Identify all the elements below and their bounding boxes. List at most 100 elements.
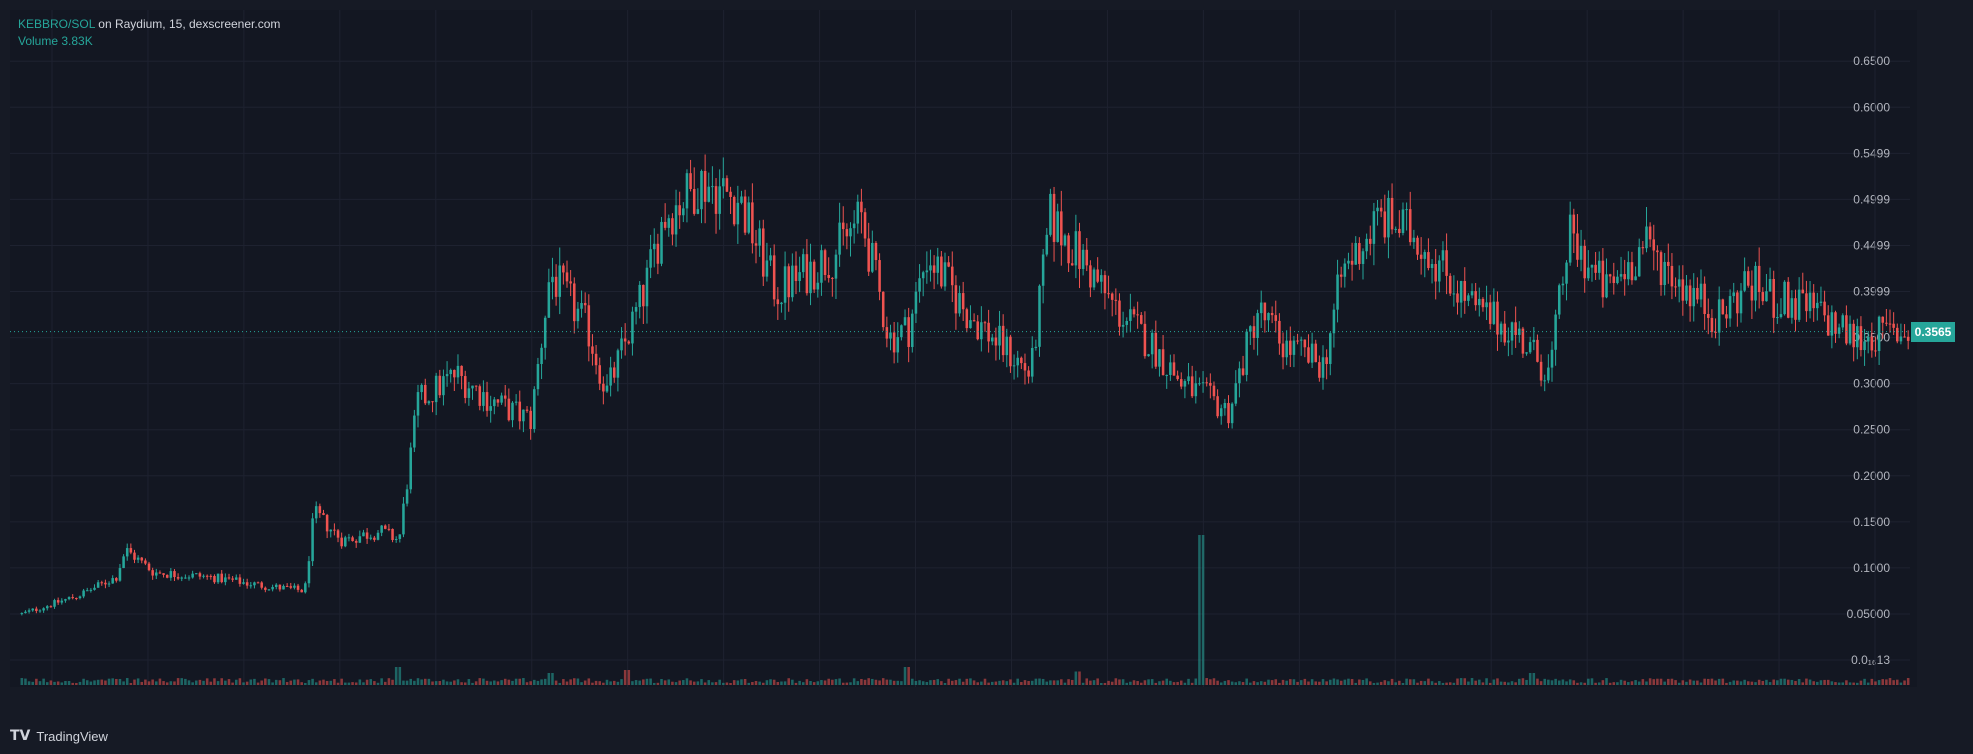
candle-body: [671, 218, 674, 235]
candle-body: [685, 173, 689, 209]
volume-bar: [751, 682, 754, 685]
candle-body: [133, 552, 136, 560]
candle-body: [1045, 234, 1049, 255]
candle-body: [1750, 285, 1754, 301]
candle-body: [940, 256, 943, 287]
volume-bar: [1303, 678, 1307, 685]
volume-bar: [53, 681, 56, 685]
candle-body: [195, 573, 198, 575]
volume-bar: [1561, 679, 1565, 685]
y-tick-label: 0.0₁₆13: [1851, 653, 1890, 667]
candle-body: [1699, 283, 1703, 300]
volume-bar: [667, 679, 671, 685]
volume-bar: [376, 682, 380, 685]
volume-bar: [1416, 682, 1419, 685]
volume-bar: [1725, 682, 1728, 685]
volume-bar: [311, 678, 314, 685]
candle-body: [311, 518, 314, 562]
volume-bar: [903, 667, 907, 685]
volume-bar: [1067, 679, 1070, 685]
candle-body: [1125, 320, 1129, 325]
candle-body: [1481, 298, 1485, 308]
candle-body: [471, 385, 474, 389]
chart-canvas[interactable]: 0.65000.60000.54990.49990.44990.39990.35…: [10, 10, 1917, 687]
candle-body: [1583, 245, 1586, 279]
candle-body: [500, 395, 503, 403]
candle-body: [1543, 380, 1546, 382]
volume-bar: [1463, 678, 1467, 685]
volume-bar: [1434, 682, 1437, 685]
candle-body: [78, 596, 82, 599]
volume-bar: [1285, 680, 1288, 685]
volume-bar: [845, 682, 849, 685]
volume-bar: [1361, 679, 1365, 685]
volume-bar: [1259, 681, 1263, 685]
candle-body: [463, 376, 467, 398]
volume-bar: [1906, 678, 1910, 685]
volume-bar: [987, 682, 990, 685]
candle-body: [1020, 357, 1023, 364]
volume-bar: [1750, 681, 1754, 685]
y-tick-label: 0.3999: [1853, 285, 1890, 299]
volume-bar: [1448, 682, 1452, 685]
volume-bar: [1608, 682, 1612, 685]
candle-body: [256, 582, 260, 584]
candle-body: [656, 243, 660, 264]
candle-body: [943, 262, 947, 287]
candle-body: [1103, 275, 1107, 294]
volume-bar: [860, 678, 863, 685]
volume-bar: [191, 682, 194, 685]
volume-bar: [772, 679, 776, 685]
candle-body: [1143, 323, 1147, 357]
candle-body: [1412, 237, 1416, 243]
candle-body: [900, 325, 903, 338]
candle-body: [1579, 245, 1583, 260]
candle-body: [1238, 368, 1241, 384]
candle-body: [1478, 298, 1481, 306]
y-tick-label: 0.4999: [1853, 192, 1890, 206]
candle-body: [514, 401, 518, 403]
candle-body: [889, 332, 892, 339]
volume-bar: [282, 678, 285, 685]
candle-body: [536, 364, 540, 390]
candle-body: [580, 303, 583, 309]
volume-bar: [1681, 680, 1685, 685]
candle-body: [1717, 299, 1721, 333]
volume-bar: [442, 679, 445, 685]
volume-bar: [1659, 678, 1663, 685]
volume-bar: [89, 681, 93, 685]
volume-bar: [631, 681, 634, 685]
candle-body: [911, 313, 914, 347]
volume-bar: [1227, 680, 1230, 685]
volume-bar: [990, 681, 994, 685]
candle-body: [1743, 271, 1746, 291]
volume-bar: [1274, 679, 1278, 685]
volume-bar: [823, 680, 827, 685]
candle-body: [1390, 197, 1394, 230]
volume-bar: [1514, 682, 1517, 685]
candle-body: [493, 399, 496, 407]
candle-body: [329, 529, 333, 532]
volume-bar: [1052, 680, 1056, 685]
footer-brand[interactable]: TV TradingView: [10, 728, 108, 744]
volume-bar: [155, 681, 158, 685]
volume-bar: [1874, 681, 1877, 685]
price-chart[interactable]: 0.65000.60000.54990.49990.44990.39990.35…: [10, 10, 1917, 687]
volume-bar: [344, 682, 347, 685]
candle-body: [831, 277, 834, 279]
volume-bar: [707, 680, 711, 685]
volume-bar: [831, 679, 834, 685]
candle-body: [231, 578, 234, 580]
candle-body: [852, 223, 856, 229]
candle-body: [990, 337, 994, 342]
candle-body: [45, 606, 49, 609]
candle-body: [863, 212, 867, 239]
volume-bar: [133, 679, 136, 685]
candle-body: [111, 578, 114, 584]
legend-symbol: KEBBRO/SOL: [18, 17, 95, 31]
candle-body: [1488, 302, 1492, 324]
candle-body: [1361, 251, 1365, 264]
volume-bar: [347, 682, 351, 685]
volume-bar: [264, 678, 267, 685]
volume-bar: [896, 680, 900, 685]
